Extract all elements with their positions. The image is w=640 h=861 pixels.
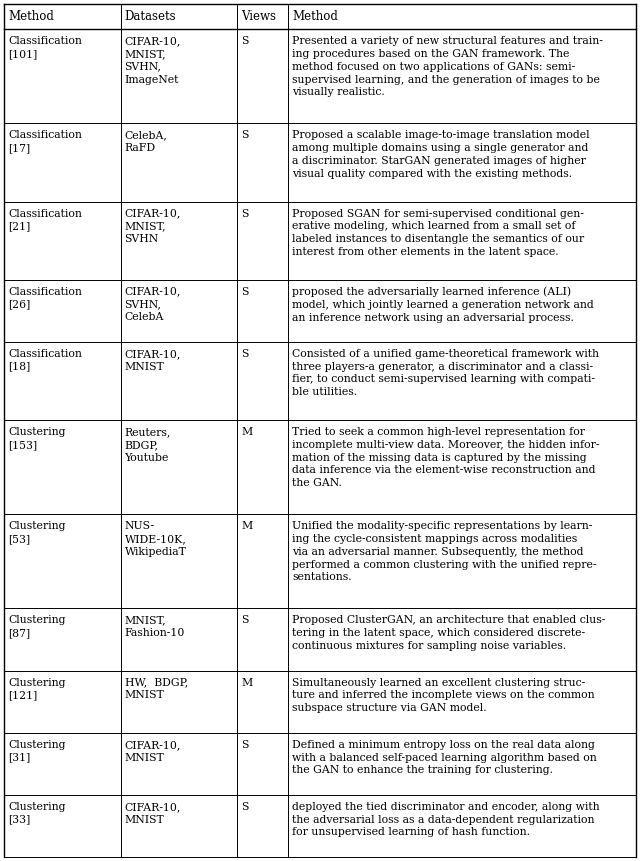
Text: Tried to seek a common high-level representation for
incomplete multi-view data.: Tried to seek a common high-level repres… [292, 427, 600, 488]
Text: proposed the adversarially learned inference (ALI)
model, which jointly learned : proposed the adversarially learned infer… [292, 287, 594, 323]
Text: HW,  BDGP,
MNIST: HW, BDGP, MNIST [125, 678, 188, 700]
Text: S: S [241, 802, 248, 812]
Text: Clustering
[153]: Clustering [153] [8, 427, 65, 449]
Text: CIFAR-10,
MNIST: CIFAR-10, MNIST [125, 802, 181, 825]
Text: M: M [241, 678, 252, 688]
Text: Proposed a scalable image-to-image translation model
among multiple domains usin: Proposed a scalable image-to-image trans… [292, 130, 590, 179]
Text: S: S [241, 349, 248, 359]
Text: Method: Method [292, 10, 339, 23]
Text: Unified the modality-specific representations by learn-
ing the cycle-consistent: Unified the modality-specific representa… [292, 521, 597, 582]
Text: S: S [241, 287, 248, 297]
Text: Classification
[17]: Classification [17] [8, 130, 82, 153]
Text: S: S [241, 616, 248, 625]
Text: Clustering
[121]: Clustering [121] [8, 678, 65, 700]
Text: MNIST,
Fashion-10: MNIST, Fashion-10 [125, 616, 185, 638]
Text: S: S [241, 740, 248, 750]
Text: Clustering
[31]: Clustering [31] [8, 740, 65, 763]
Text: NUS-
WIDE-10K,
WikipediaT: NUS- WIDE-10K, WikipediaT [125, 521, 186, 557]
Text: S: S [241, 130, 248, 140]
Text: Classification
[21]: Classification [21] [8, 208, 82, 232]
Text: Proposed ClusterGAN, an architecture that enabled clus-
tering in the latent spa: Proposed ClusterGAN, an architecture tha… [292, 616, 606, 651]
Text: Defined a minimum entropy loss on the real data along
with a balanced self-paced: Defined a minimum entropy loss on the re… [292, 740, 597, 775]
Text: Classification
[18]: Classification [18] [8, 349, 82, 372]
Text: CIFAR-10,
MNIST,
SVHN: CIFAR-10, MNIST, SVHN [125, 208, 181, 245]
Text: CIFAR-10,
MNIST: CIFAR-10, MNIST [125, 349, 181, 372]
Text: CelebA,
RaFD: CelebA, RaFD [125, 130, 168, 153]
Text: deployed the tied discriminator and encoder, along with
the adversarial loss as : deployed the tied discriminator and enco… [292, 802, 600, 838]
Text: S: S [241, 208, 248, 219]
Text: Clustering
[53]: Clustering [53] [8, 521, 65, 544]
Text: CIFAR-10,
SVHN,
CelebA: CIFAR-10, SVHN, CelebA [125, 287, 181, 322]
Text: Simultaneously learned an excellent clustering struc-
ture and inferred the inco: Simultaneously learned an excellent clus… [292, 678, 595, 713]
Text: M: M [241, 427, 252, 437]
Text: Clustering
[87]: Clustering [87] [8, 616, 65, 638]
Text: Reuters,
BDGP,
Youtube: Reuters, BDGP, Youtube [125, 427, 171, 462]
Text: Classification
[26]: Classification [26] [8, 287, 82, 309]
Text: CIFAR-10,
MNIST,
SVHN,
ImageNet: CIFAR-10, MNIST, SVHN, ImageNet [125, 36, 181, 84]
Text: Method: Method [8, 10, 54, 23]
Text: Classification
[101]: Classification [101] [8, 36, 82, 59]
Text: Clustering
[33]: Clustering [33] [8, 802, 65, 825]
Text: Datasets: Datasets [125, 10, 176, 23]
Text: Views: Views [241, 10, 276, 23]
Text: S: S [241, 36, 248, 46]
Text: M: M [241, 521, 252, 531]
Text: Presented a variety of new structural features and train-
ing procedures based o: Presented a variety of new structural fe… [292, 36, 604, 97]
Text: Proposed SGAN for semi-supervised conditional gen-
erative modeling, which learn: Proposed SGAN for semi-supervised condit… [292, 208, 584, 257]
Text: Consisted of a unified game-theoretical framework with
three players-a generator: Consisted of a unified game-theoretical … [292, 349, 600, 397]
Text: CIFAR-10,
MNIST: CIFAR-10, MNIST [125, 740, 181, 763]
